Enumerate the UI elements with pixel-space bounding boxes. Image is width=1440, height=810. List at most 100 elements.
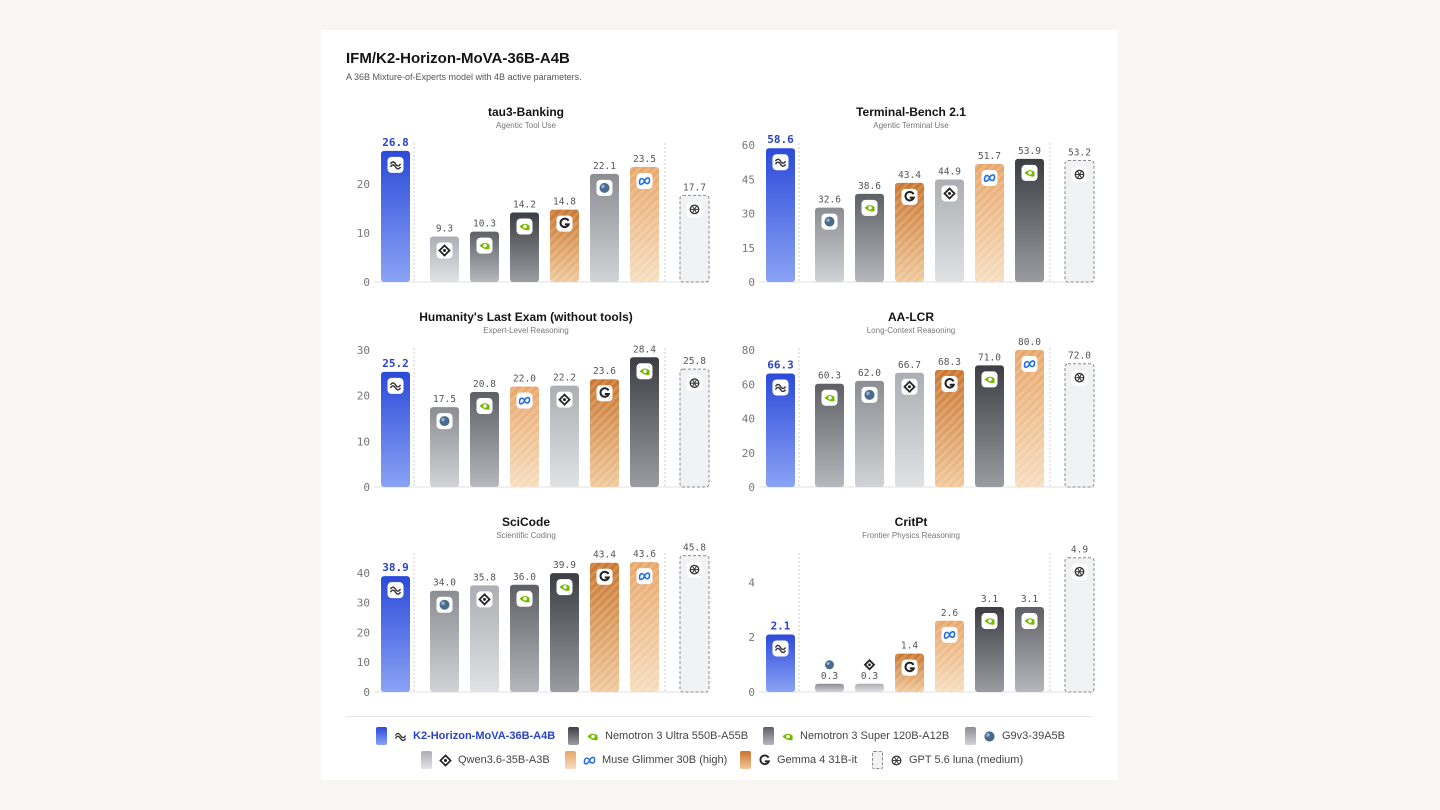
k2-wave-icon [389, 161, 402, 170]
bar-k2: 26.8 [381, 136, 410, 282]
bar-hatch [935, 370, 964, 487]
k2-wave-icon [774, 383, 787, 393]
data-label: 68.3 [938, 357, 961, 368]
data-label: 43.4 [593, 550, 616, 561]
chart-title: tau3-Banking [487, 105, 564, 119]
globe-icon [825, 660, 834, 670]
data-label: 28.4 [633, 344, 656, 355]
legend-item-k2: K2-Horizon-MoVA-36B-A4B [376, 726, 555, 746]
data-label: 53.2 [1068, 148, 1091, 159]
chart-subtitle: Expert-Level Reasoning [483, 326, 569, 335]
y-tick-label: 0 [748, 276, 755, 289]
data-label: 72.0 [1068, 351, 1091, 362]
y-tick-label: 30 [742, 208, 755, 221]
bar-rect [1064, 363, 1095, 488]
legend-swatch [872, 751, 883, 769]
y-tick-label: 45 [742, 173, 755, 186]
k2-wave-icon [389, 382, 402, 391]
bar-gemma: 23.6 [590, 366, 619, 487]
bar-rect [679, 555, 710, 693]
meta-icon [1023, 360, 1036, 369]
bar-rect [630, 357, 659, 487]
bar-hatch [630, 562, 659, 692]
bar-muse: 51.7 [975, 151, 1004, 282]
k2-wave-icon [774, 158, 787, 167]
data-label: 80.0 [1018, 337, 1041, 348]
bar-chart-tau3-banking: 0 10 20 26.8 9.3 10.3 14.2 14.8 22.1 23.5 17.7 [357, 136, 710, 289]
bar-chart-aa-lcr: 0 20 40 60 80 66.3 60.3 62.0 66.7 68.3 71.0 80.0 72.… [742, 337, 1095, 494]
bar-qwen: 44.9 [935, 166, 964, 282]
bar-g9: 62.0 [855, 368, 884, 487]
legend-icon [394, 732, 407, 741]
nvidia-icon [1024, 618, 1035, 625]
legend-label: Nemotron 3 Super 120B-A12B [800, 730, 950, 742]
bar-rect [1015, 607, 1044, 692]
bar-hatch [1015, 350, 1044, 487]
bar-rect [381, 150, 410, 282]
meta-icon [518, 396, 531, 405]
bar-chart-scicode: 0 10 20 30 40 38.9 34.0 35.8 36.0 39.9 43.4 43.6 45.… [357, 543, 710, 699]
legend-item-gemma: Gemma 4 31B-it [740, 750, 857, 770]
bar-gemma: 14.8 [550, 197, 579, 282]
data-label: 25.8 [683, 356, 706, 367]
chart-panel-terminal-bench: Terminal-Bench 2.1 Agentic Terminal Use 0 1… [721, 105, 1101, 300]
legend-swatch [376, 727, 387, 745]
qwen-icon [478, 593, 491, 606]
meta-icon [943, 630, 956, 639]
data-label: 43.4 [898, 170, 921, 181]
data-label: 36.0 [513, 572, 536, 583]
y-tick-label: 20 [357, 178, 370, 191]
nvidia-icon [984, 376, 995, 384]
legend-label: G9v3-39A5B [1002, 730, 1065, 742]
nvidia-icon [984, 618, 995, 625]
data-label: 22.2 [553, 373, 576, 384]
y-tick-label: 30 [357, 597, 370, 610]
data-label: 66.7 [898, 360, 921, 371]
chart-title: SciCode [501, 515, 550, 529]
legend-icon [891, 755, 902, 765]
y-tick-label: 0 [748, 686, 755, 699]
qwen-icon [903, 380, 916, 394]
data-label: 14.8 [553, 197, 576, 208]
chart-subtitle: Frontier Physics Reasoning [862, 531, 960, 540]
bar-rect [470, 585, 499, 692]
bar-rect [815, 683, 844, 692]
data-label: 66.3 [767, 358, 794, 371]
data-label: 34.0 [433, 578, 456, 589]
data-label: 4.9 [1071, 545, 1088, 556]
openai-icon [1074, 372, 1085, 383]
legend-swatch [421, 751, 432, 769]
nvidia-icon [824, 394, 835, 402]
legend-item-nemo_super: Nemotron 3 Super 120B-A12B [763, 726, 949, 746]
y-tick-label: 10 [357, 227, 370, 240]
k2-wave-icon [774, 644, 787, 654]
nvidia-icon [519, 223, 530, 231]
data-label: 23.5 [633, 154, 656, 165]
bar-gemma: 43.4 [895, 170, 924, 282]
data-label: 38.6 [858, 181, 881, 192]
data-label: 38.9 [382, 561, 409, 574]
y-tick-label: 80 [742, 344, 755, 357]
data-label: 39.9 [553, 560, 576, 571]
chart-subtitle: Agentic Tool Use [496, 121, 556, 130]
bar-gemma: 68.3 [935, 357, 964, 487]
bar-nemo_super: 20.8 [470, 379, 499, 487]
legend-icon [583, 756, 596, 765]
bar-gpt: 45.8 [679, 543, 710, 693]
bar-gemma: 1.4 [895, 641, 924, 692]
y-tick-label: 4 [748, 576, 755, 589]
bar-g9: 22.1 [590, 161, 619, 282]
globe-icon [864, 389, 875, 400]
bar-rect [1015, 158, 1044, 282]
data-label: 51.7 [978, 151, 1001, 162]
qwen-icon [558, 393, 571, 406]
bar-rect [430, 590, 459, 692]
y-tick-label: 15 [742, 242, 755, 255]
page-subtitle: A 36B Mixture-of-Experts model with 4B a… [346, 72, 582, 82]
y-tick-label: 0 [363, 276, 370, 289]
bar-rect [815, 383, 844, 487]
bar-rect [470, 392, 499, 487]
bar-gpt: 25.8 [679, 356, 710, 488]
bar-rect [895, 372, 924, 487]
bar-rect [381, 576, 410, 692]
